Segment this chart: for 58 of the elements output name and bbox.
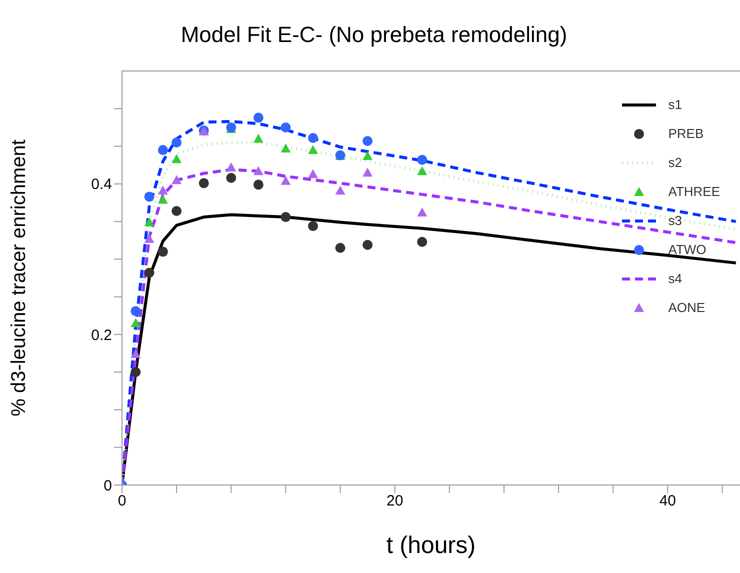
point xyxy=(158,145,168,156)
point xyxy=(130,349,141,358)
point xyxy=(417,154,428,165)
point xyxy=(308,132,318,143)
point xyxy=(417,208,428,217)
x-axis-title: t (hours) xyxy=(386,532,476,559)
point xyxy=(417,166,428,176)
point xyxy=(130,367,141,378)
point xyxy=(172,175,182,184)
y-tick-label: 0.2 xyxy=(91,326,112,344)
point xyxy=(130,318,141,328)
point xyxy=(362,240,373,250)
point xyxy=(158,246,168,257)
point xyxy=(335,186,346,195)
legend-label: s1 xyxy=(668,97,682,112)
point xyxy=(226,162,236,172)
legend-label: ATWO xyxy=(668,242,706,257)
legend-label: AONE xyxy=(668,300,706,315)
point xyxy=(144,268,154,278)
point xyxy=(308,221,318,232)
point xyxy=(172,206,182,216)
legend-label: s3 xyxy=(668,213,682,228)
point xyxy=(158,194,168,204)
point xyxy=(253,112,264,123)
point xyxy=(172,154,182,164)
point xyxy=(280,122,291,132)
point xyxy=(308,145,318,154)
y-tick-label: 0 xyxy=(104,477,112,494)
x-tick-label: 0 xyxy=(118,492,126,510)
point xyxy=(158,186,168,195)
point xyxy=(280,176,291,185)
legend-label: s4 xyxy=(668,271,682,286)
point xyxy=(144,192,154,202)
point xyxy=(417,236,428,247)
point xyxy=(362,136,373,146)
point xyxy=(253,166,264,176)
y-tick-label: 0.4 xyxy=(91,176,112,194)
x-tick-label: 40 xyxy=(659,492,676,510)
point xyxy=(198,178,209,188)
legend-label: PREB xyxy=(668,126,704,141)
y-axis-title: % d3-leucine tracer enrichment xyxy=(8,139,30,416)
point xyxy=(253,180,264,190)
point xyxy=(335,242,346,253)
legend-label: s2 xyxy=(668,155,682,170)
point xyxy=(280,144,291,153)
point xyxy=(226,172,236,183)
point xyxy=(130,306,141,316)
point xyxy=(362,168,373,177)
chart-title: Model Fit E-C- (No prebeta remodeling) xyxy=(180,22,568,48)
point xyxy=(253,134,264,143)
point xyxy=(280,212,291,222)
point xyxy=(172,138,182,148)
point xyxy=(308,169,318,178)
point xyxy=(362,151,373,160)
legend-label: ATHREE xyxy=(668,184,720,199)
point xyxy=(144,217,154,226)
x-tick-label: 20 xyxy=(386,492,404,510)
point xyxy=(144,234,154,243)
